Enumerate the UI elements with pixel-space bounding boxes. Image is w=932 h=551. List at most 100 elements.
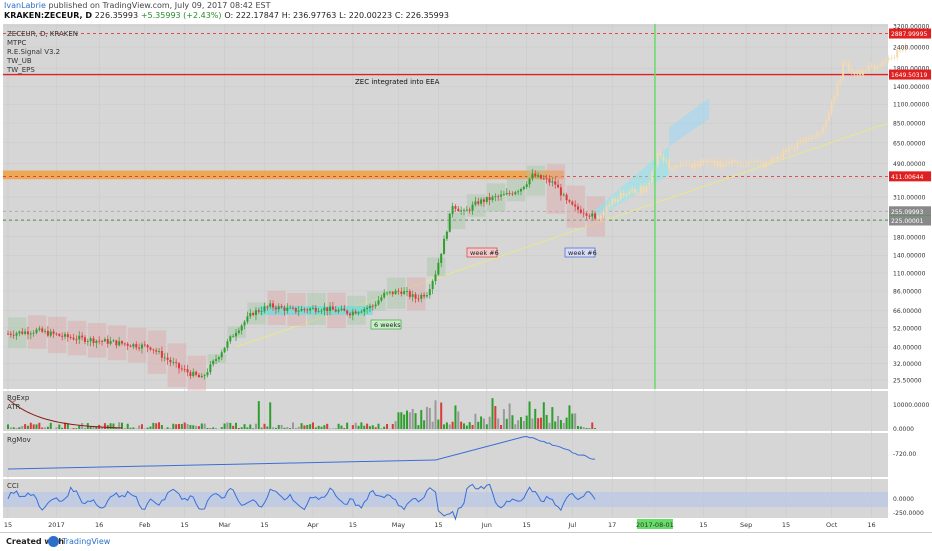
candle-body [221, 352, 223, 357]
volume-bar [443, 424, 445, 429]
volume-bar [486, 424, 488, 429]
candle-body [326, 308, 328, 311]
price-chart[interactable]: ZECEUR, D, KRAKEN MTPC R.E.Signal V3.2 T… [0, 22, 932, 532]
time-tick-label: 15 [523, 521, 531, 529]
projection-body [882, 61, 884, 65]
volume-bar [289, 428, 291, 429]
volume-bar [269, 402, 271, 429]
volume-bar [138, 426, 140, 429]
candle-body [93, 338, 95, 343]
volume-bar [266, 427, 268, 429]
time-tick-label: 15 [260, 521, 268, 529]
candle-body [73, 338, 75, 340]
volume-bar [335, 428, 337, 429]
volume-bar [303, 426, 305, 429]
candle-body [47, 331, 49, 336]
projection-body [848, 62, 850, 69]
time-tick-label: 16 [867, 521, 875, 529]
volume-bar [492, 398, 494, 429]
projection-body [665, 160, 667, 161]
projection-body [834, 96, 836, 102]
volume-bar [235, 423, 237, 429]
candle-body [261, 311, 263, 312]
volume-bar [278, 425, 280, 429]
candle-body [560, 187, 562, 195]
volume-bar [574, 413, 576, 429]
candle-body [306, 310, 308, 311]
volume-bar [127, 424, 129, 429]
projection-body [802, 140, 804, 142]
volume-bar [412, 409, 414, 429]
volume-bar [588, 428, 590, 429]
volume-bar [469, 422, 471, 429]
volume-bar [212, 427, 214, 429]
tradingview-link[interactable]: TradingView [62, 537, 110, 546]
candle-body [24, 332, 26, 334]
projection-body [865, 71, 867, 72]
projection-body [842, 62, 844, 79]
volume-bar [13, 427, 15, 429]
candle-body [67, 334, 69, 337]
projection-body [868, 65, 870, 71]
projection-body [794, 147, 796, 149]
projection-body [614, 199, 616, 202]
volume-pane-label: ATR [7, 403, 21, 411]
candle-body [486, 197, 488, 202]
ohlc-line: KRAKEN:ZECEUR, D 226.35993 +5.35993 (+2.… [4, 11, 449, 20]
candle-body [258, 310, 260, 312]
candle-body [121, 341, 123, 343]
rgmov-tick-label: -720.00 [893, 451, 916, 458]
projection-body [845, 62, 847, 63]
volume-bar [318, 426, 320, 429]
candle-body [400, 292, 402, 294]
candle-body [21, 332, 23, 334]
candle-body [107, 339, 109, 344]
candle-body [372, 306, 374, 307]
projection-body [700, 161, 702, 166]
volume-bar [383, 427, 385, 429]
volume-bar [423, 420, 425, 429]
candle-body [172, 362, 174, 363]
volume-bar [489, 417, 491, 429]
candle-body [378, 300, 380, 304]
volume-bar [500, 425, 502, 429]
volume-bar [549, 423, 551, 429]
projection-body [720, 161, 722, 166]
candle-body [537, 175, 539, 176]
projection-body [808, 138, 810, 139]
rgmov-axis: -720.00 [893, 451, 916, 458]
range-box [427, 257, 446, 276]
price-mark-label: 1649.50319 [891, 72, 927, 79]
candle-body [540, 175, 542, 178]
candle-body [503, 194, 505, 195]
volume-bar [372, 425, 374, 429]
week-label-b: week #6 [568, 249, 597, 257]
price-tick-label: 310.00000 [893, 195, 926, 202]
candle-body [164, 358, 166, 359]
tradingview-logo-icon [48, 536, 59, 547]
candle-body [506, 193, 508, 194]
candle-body [360, 312, 362, 313]
footer: Created with TradingView [0, 532, 932, 551]
volume-bar [312, 422, 314, 429]
volume-bar [557, 416, 559, 429]
projection-body [768, 162, 770, 163]
projection-body [603, 212, 605, 216]
candle-body [33, 333, 35, 334]
candle-body [272, 303, 274, 307]
projection-body [888, 58, 890, 60]
candle-body [104, 339, 106, 341]
volume-bar [355, 423, 357, 429]
candle-body [440, 254, 442, 263]
volume-bar [301, 423, 303, 429]
candle-body [249, 313, 251, 316]
projection-body [791, 147, 793, 148]
projection-body [737, 162, 739, 164]
volume-bar [563, 423, 565, 429]
volume-bar [568, 405, 570, 429]
projection-body [742, 165, 744, 166]
volume-bar [352, 425, 354, 429]
author-link[interactable]: IvanLabrie [4, 1, 46, 10]
candle-body [266, 307, 268, 308]
projection-body [782, 150, 784, 157]
